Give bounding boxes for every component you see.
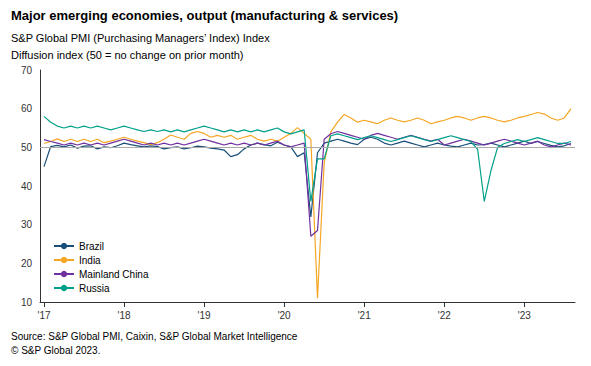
- svg-text:20: 20: [21, 258, 33, 269]
- svg-text:S&P Global PMI (Purchasing Man: S&P Global PMI (Purchasing Managers’ Ind…: [11, 32, 270, 44]
- svg-text:40: 40: [21, 181, 33, 192]
- svg-text:50: 50: [21, 142, 33, 153]
- svg-text:'17: '17: [37, 310, 50, 321]
- svg-text:'20: '20: [278, 310, 291, 321]
- svg-text:Diffusion index (50 = no chang: Diffusion index (50 = no change on prior…: [11, 49, 243, 61]
- svg-text:10: 10: [21, 297, 33, 308]
- svg-text:Major emerging economies, outp: Major emerging economies, output (manufa…: [11, 8, 398, 23]
- svg-text:'23: '23: [518, 310, 531, 321]
- svg-text:'22: '22: [438, 310, 451, 321]
- svg-text:India: India: [79, 255, 101, 266]
- svg-text:© S&P Global 2023.: © S&P Global 2023.: [11, 345, 100, 356]
- svg-text:Mainland China: Mainland China: [79, 269, 149, 280]
- svg-text:'21: '21: [358, 310, 371, 321]
- svg-text:70: 70: [21, 65, 33, 76]
- svg-text:60: 60: [21, 103, 33, 114]
- svg-text:'18: '18: [118, 310, 131, 321]
- svg-text:30: 30: [21, 219, 33, 230]
- svg-text:Russia: Russia: [79, 283, 110, 294]
- svg-text:Source: S&P Global PMI, Caixin: Source: S&P Global PMI, Caixin, S&P Glob…: [11, 331, 298, 342]
- svg-text:'19: '19: [198, 310, 211, 321]
- svg-text:Brazil: Brazil: [79, 241, 104, 252]
